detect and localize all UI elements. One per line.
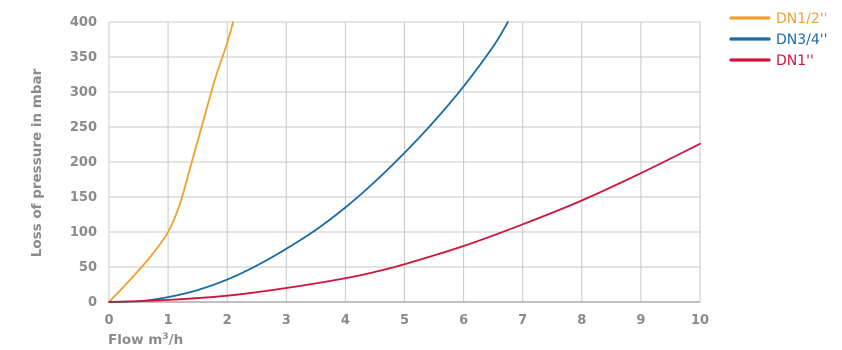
y-tick-label: 300 [70, 85, 97, 100]
y-tick-labels: 0 50 100 150 200 250 300 350 400 [70, 15, 97, 310]
y-tick-label: 50 [79, 260, 97, 275]
y-tick-label: 200 [70, 155, 97, 170]
y-tick-label: 150 [70, 190, 97, 205]
x-axis-label: Flow m3/h [108, 332, 183, 348]
x-tick-label: 9 [636, 313, 645, 328]
y-tick-label: 100 [70, 225, 97, 240]
x-tick-label: 0 [104, 313, 113, 328]
series-lines [108, 21, 701, 303]
x-tick-label: 4 [341, 313, 350, 328]
x-tick-label: 10 [691, 313, 709, 328]
y-axis-label: Loss of pressure in mbar [29, 68, 45, 257]
y-tick-label: 400 [70, 15, 97, 30]
legend-label-dn1: DN1'' [776, 53, 814, 69]
series-line-dn3-4 [108, 21, 509, 303]
x-axis-label-main: Flow m [108, 332, 162, 348]
x-tick-label: 2 [223, 313, 232, 328]
legend-label-dn1-2: DN1/2'' [776, 11, 827, 27]
x-tick-label: 5 [400, 313, 409, 328]
y-tick-label: 350 [70, 50, 97, 65]
legend-label-dn3-4: DN3/4'' [776, 32, 827, 48]
x-tick-label: 6 [459, 313, 468, 328]
x-tick-label: 1 [164, 313, 173, 328]
grid [108, 21, 701, 303]
x-tick-label: 3 [282, 313, 291, 328]
x-tick-label: 7 [518, 313, 527, 328]
y-tick-label: 250 [70, 120, 97, 135]
x-axis-label-tail: /h [169, 332, 184, 348]
x-tick-label: 8 [577, 313, 586, 328]
y-tick-label: 0 [88, 295, 97, 310]
x-axis-label-sup: 3 [162, 332, 168, 342]
series-line-dn1-2 [108, 21, 235, 303]
x-tick-labels: 0 1 2 3 4 5 6 7 8 9 10 [104, 313, 709, 328]
legend: DN1/2'' DN3/4'' DN1'' [729, 11, 827, 69]
series-line-dn1 [108, 142, 701, 303]
